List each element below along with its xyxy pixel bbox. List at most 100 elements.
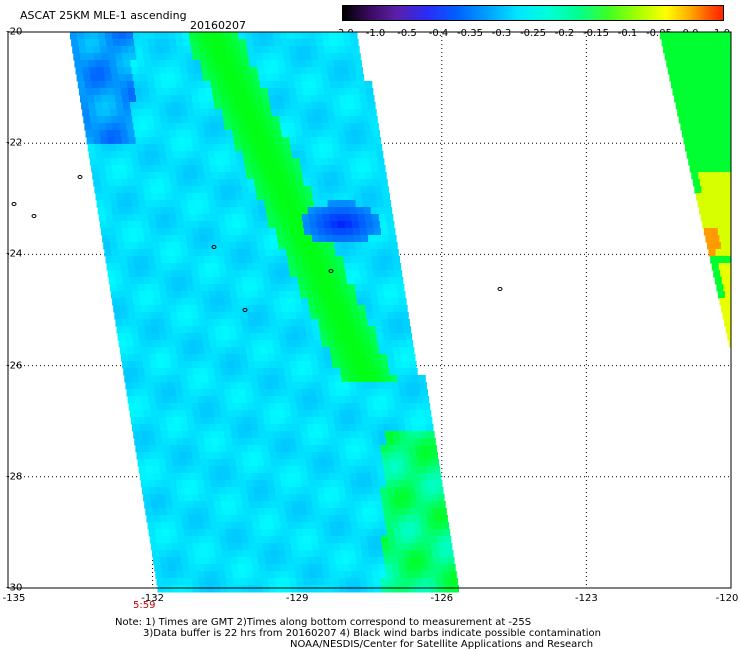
swath-cell — [329, 431, 337, 439]
swath-cell — [287, 389, 295, 397]
swath-cell — [248, 186, 256, 194]
swath-cell — [172, 284, 181, 292]
swath-cell — [308, 389, 316, 397]
swath-cell — [280, 347, 289, 355]
swath-cell — [149, 179, 157, 187]
swath-cell — [290, 144, 299, 152]
swath-cell — [275, 312, 283, 320]
swath-cell — [687, 60, 695, 68]
swath-cell — [724, 291, 731, 299]
swath-cell — [295, 221, 304, 229]
swath-cell — [227, 543, 236, 551]
swath-cell — [258, 249, 266, 257]
swath-cell — [266, 347, 275, 355]
swath-cell — [154, 165, 162, 173]
swath-cell — [280, 522, 289, 530]
swath-cell — [178, 228, 186, 236]
swath-cell — [319, 193, 327, 201]
swath-cell — [156, 578, 164, 586]
swath-cell — [153, 382, 161, 390]
swath-cell — [377, 515, 385, 523]
swath-cell — [242, 151, 251, 159]
swath-cell — [238, 522, 247, 530]
swath-cell — [317, 137, 326, 145]
swath-cell — [384, 340, 393, 348]
swath-cell — [133, 256, 141, 264]
swath-cell — [339, 410, 348, 418]
swath-cell — [234, 543, 243, 551]
swath-cell — [154, 123, 162, 131]
swath-cell — [248, 144, 257, 152]
swath-cell — [199, 53, 207, 61]
swath-cell — [251, 249, 259, 257]
swath-cell — [87, 144, 96, 152]
swath-cell — [207, 368, 215, 376]
swath-cell — [156, 179, 164, 187]
swath-cell — [218, 438, 226, 446]
swath-cell — [77, 32, 85, 40]
swath-cell — [192, 228, 200, 236]
swath-cell — [374, 144, 383, 152]
swath-cell — [241, 585, 249, 593]
swath-cell — [299, 109, 307, 117]
swath-cell — [326, 235, 334, 243]
swath-cell — [219, 578, 227, 586]
swath-cell — [702, 95, 710, 103]
swath-cell — [265, 515, 273, 523]
swath-cell — [298, 284, 307, 292]
swath-cell — [361, 193, 369, 201]
swath-cell — [220, 53, 228, 61]
swath-cell — [129, 361, 137, 369]
swath-cell — [329, 214, 338, 222]
swath-cell — [268, 312, 276, 320]
swath-cell — [237, 249, 245, 257]
swath-cell — [144, 60, 152, 68]
swath-cell — [154, 32, 162, 40]
swath-cell — [248, 361, 256, 369]
swath-cell — [319, 459, 328, 467]
swath-cell — [327, 67, 335, 75]
swath-cell — [726, 298, 732, 306]
swath-cell — [726, 172, 731, 180]
swath-cell — [350, 165, 358, 173]
swath-cell — [433, 557, 441, 565]
swath-cell — [729, 123, 732, 131]
swath-cell — [177, 137, 186, 145]
swath-cell — [170, 487, 178, 495]
swath-cell — [306, 200, 315, 208]
swath-cell — [192, 585, 200, 593]
swath-cell — [168, 431, 176, 439]
swath-cell — [271, 67, 279, 75]
swath-cell — [165, 501, 173, 509]
longitude-label: -120 — [715, 593, 739, 604]
swath-cell — [420, 431, 428, 439]
swath-cell — [131, 375, 139, 383]
swath-cell — [379, 172, 387, 180]
swath-cell — [393, 305, 401, 313]
island-outline — [77, 175, 83, 179]
swath-cell — [169, 263, 178, 271]
swath-cell — [185, 277, 194, 285]
swath-cell — [230, 473, 239, 481]
swath-cell — [349, 291, 357, 299]
swath-cell — [695, 158, 703, 166]
swath-cell — [194, 333, 203, 341]
swath-cell — [92, 130, 100, 138]
swath-cell — [261, 536, 270, 544]
swath-cell — [256, 284, 265, 292]
swath-cell — [399, 564, 407, 572]
swath-cell — [213, 144, 222, 152]
swath-cell — [164, 361, 172, 369]
swath-cell — [313, 333, 322, 341]
swath-cell — [356, 473, 365, 481]
swath-cell — [174, 382, 182, 390]
swath-cell — [231, 480, 240, 488]
swath-cell — [165, 368, 173, 376]
swath-cell — [236, 375, 244, 383]
swath-cell — [331, 445, 339, 453]
swath-cell — [285, 109, 293, 117]
swath-cell — [271, 466, 280, 474]
swath-cell — [715, 249, 723, 257]
swath-cell — [198, 403, 207, 411]
swath-cell — [128, 179, 136, 187]
